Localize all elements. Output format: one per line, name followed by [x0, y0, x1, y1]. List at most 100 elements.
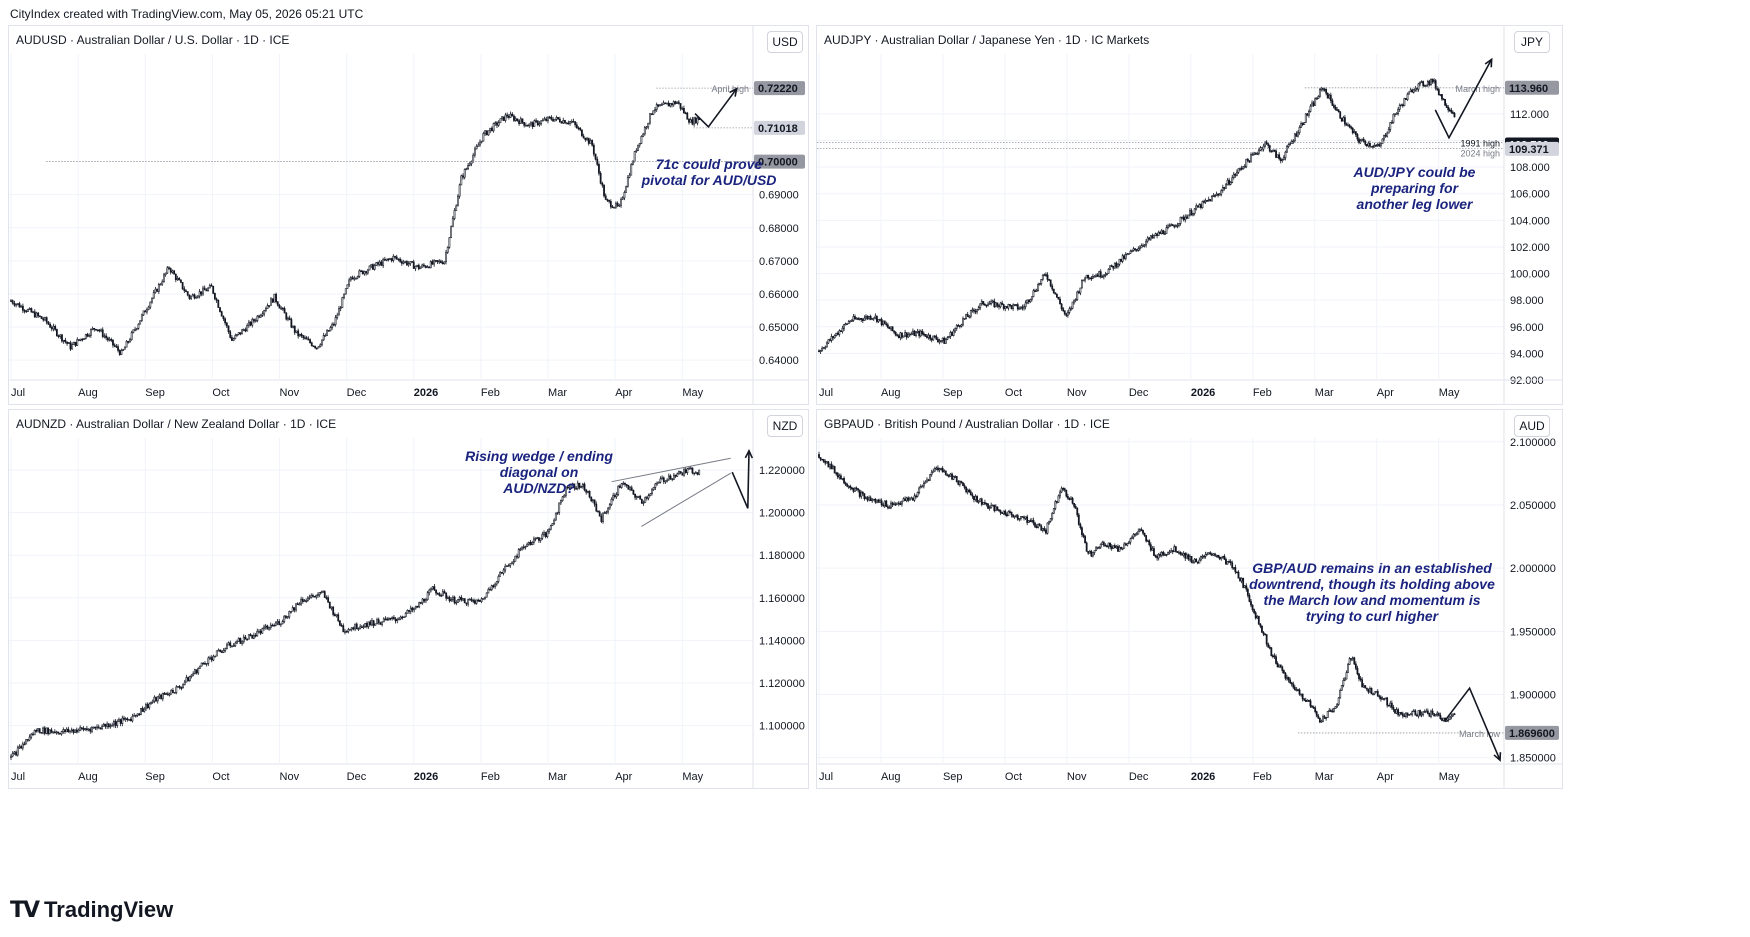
candle [1383, 134, 1385, 142]
candle-body [1010, 305, 1013, 309]
candle-body [1065, 489, 1068, 497]
candle [1347, 662, 1349, 673]
candle [101, 327, 104, 339]
candle [865, 496, 867, 500]
candle [514, 555, 517, 562]
candle-body [693, 472, 696, 475]
currency-unit[interactable]: JPY [1514, 31, 1550, 53]
candle-body [208, 284, 211, 289]
x-tick-label: Jul [819, 771, 833, 783]
candle-body [274, 622, 277, 626]
candle-body [237, 332, 240, 335]
candle-body [304, 337, 306, 339]
candle [1174, 545, 1177, 553]
candle [1190, 556, 1193, 564]
candle-body [1384, 697, 1387, 700]
candle [209, 655, 211, 660]
candle-body [1099, 271, 1102, 278]
candle-body [399, 258, 402, 262]
candle [915, 330, 917, 338]
candle [467, 598, 470, 607]
candle-body [1121, 255, 1124, 262]
candle [524, 122, 527, 127]
candle-body [182, 684, 184, 689]
candle-body [1389, 122, 1392, 130]
candle-body [337, 614, 340, 622]
candle-body [180, 279, 182, 283]
candle-body [570, 120, 573, 123]
candle [47, 321, 50, 325]
candle-body [1411, 89, 1414, 93]
candle [584, 137, 587, 142]
candle [438, 592, 441, 597]
candle [219, 649, 222, 653]
candle [963, 318, 966, 320]
candle-body [1394, 709, 1396, 714]
candle [64, 337, 67, 344]
currency-unit[interactable]: NZD [767, 415, 803, 437]
candle-body [1264, 633, 1266, 636]
candle [854, 314, 856, 320]
candle-body [359, 626, 362, 629]
candle [519, 116, 522, 124]
candle [679, 103, 682, 111]
candle [836, 471, 839, 480]
candle-body [600, 515, 603, 522]
candle-body [278, 621, 281, 626]
candle-body [28, 308, 31, 310]
y-tick-label: 108.000 [1510, 162, 1550, 174]
candle-body [202, 287, 204, 295]
candle [236, 333, 238, 337]
candle-body [509, 563, 512, 566]
candle [662, 476, 665, 485]
candle-body [1356, 134, 1359, 140]
candle [1190, 208, 1193, 216]
candle [360, 624, 363, 629]
chart-panel-audjpy[interactable]: 92.000 94.000 96.000 98.000 100.000 102.000 10… [816, 25, 1563, 405]
candle [1290, 681, 1293, 687]
candle-body [980, 301, 983, 305]
currency-unit[interactable]: USD [767, 31, 803, 53]
candle-body [334, 317, 337, 325]
candle-body [683, 469, 685, 476]
candle [203, 285, 206, 291]
candle-body [1367, 688, 1370, 693]
candle [1217, 554, 1220, 559]
candle [436, 592, 439, 595]
candle-body [382, 259, 385, 266]
candle [261, 627, 264, 634]
x-tick-label: May [682, 771, 703, 783]
candle-body [574, 121, 577, 126]
candle-body [224, 318, 227, 324]
candle-body [190, 674, 193, 677]
candle-body [1198, 559, 1201, 564]
candle [874, 313, 877, 320]
candle-body [827, 461, 830, 468]
candle-body [355, 277, 357, 280]
candle-body [1143, 244, 1146, 247]
candle [1209, 551, 1212, 556]
candle-body [1225, 559, 1227, 565]
candle-body [278, 304, 281, 309]
chart-panel-gbpaud[interactable]: 1.850000 1.900000 1.950000 2.000000 2.050000… [816, 409, 1563, 789]
candle-body [1223, 187, 1226, 189]
price-label: 0.71018 [758, 123, 798, 135]
candle-body [1361, 679, 1364, 688]
y-tick-label: 102.000 [1510, 242, 1550, 254]
candle-body [924, 481, 927, 484]
chart-panel-audusd[interactable]: 0.64000 0.65000 0.66000 0.67000 0.68000 0.690… [8, 25, 809, 405]
candle [174, 273, 177, 283]
candle [1276, 661, 1279, 668]
candle-body [971, 494, 974, 497]
candle-body [78, 339, 80, 341]
candle [1278, 152, 1281, 161]
candle-body [504, 565, 507, 571]
candle-body [479, 599, 481, 602]
candle-body [321, 339, 323, 346]
candle-body [915, 332, 917, 337]
candle-body [1256, 616, 1259, 619]
candle [1245, 583, 1248, 592]
candle [1106, 272, 1108, 276]
chart-panel-audnzd[interactable]: 1.100000 1.120000 1.140000 1.160000 1.180000… [8, 409, 809, 789]
candle [1256, 615, 1259, 620]
